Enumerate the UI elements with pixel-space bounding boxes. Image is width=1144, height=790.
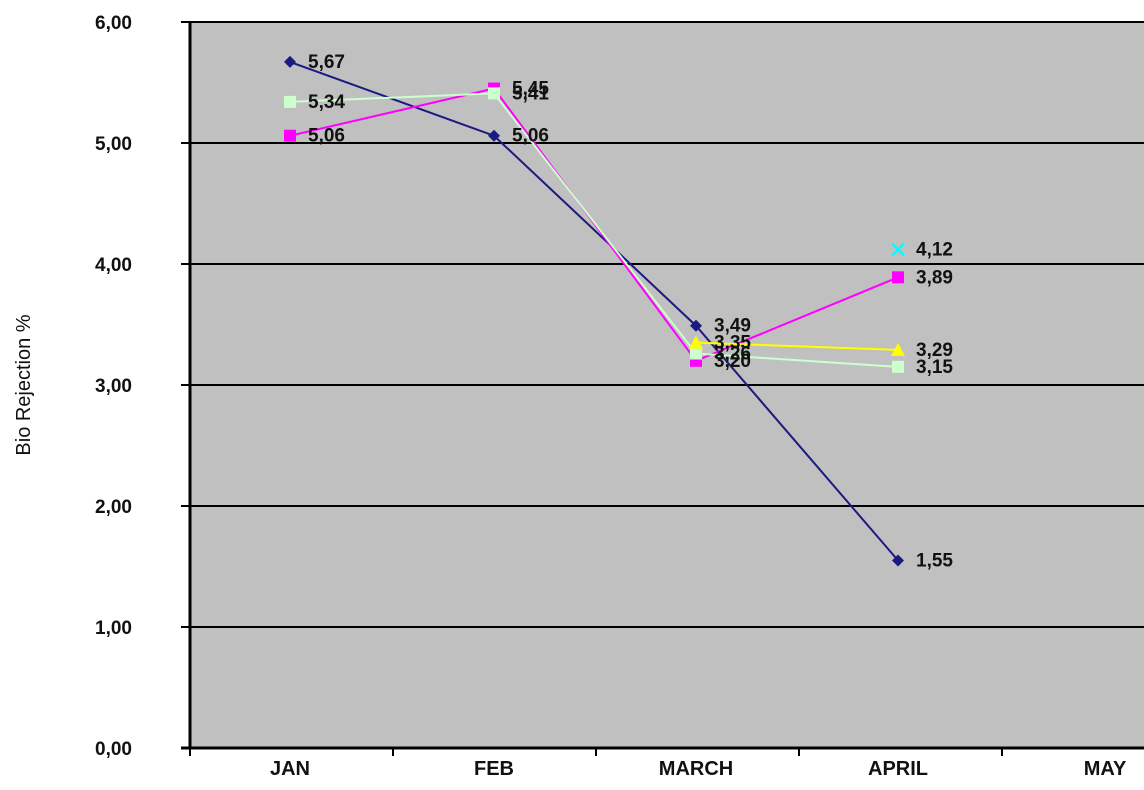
point-marker — [488, 87, 500, 100]
data-label: 5,06 — [512, 126, 549, 147]
point-marker — [284, 55, 296, 68]
point-marker — [892, 554, 904, 567]
y-tick-label: 2,00 — [95, 497, 132, 518]
y-tick-label: 0,00 — [95, 739, 132, 760]
x-tick-label: JAN — [270, 758, 310, 780]
point-marker — [690, 347, 702, 360]
point-marker — [891, 242, 905, 257]
series — [289, 60, 899, 562]
point-marker — [892, 360, 904, 373]
data-label: 4,12 — [916, 239, 953, 260]
point-marker — [488, 129, 500, 142]
data-label: 3,89 — [916, 267, 953, 288]
data-label: 3,26 — [714, 344, 751, 365]
x-tick-label: FEB — [474, 758, 514, 780]
series-line — [289, 60, 899, 562]
y-tick-labels: 0,00 1,00 2,00 3,00 4,00 5,00 6,00 — [95, 13, 132, 760]
x-tick-label: MARCH — [659, 758, 733, 780]
data-label: 3,15 — [916, 357, 953, 378]
point-marker — [891, 342, 905, 356]
data-label: 1,55 — [916, 550, 953, 571]
y-tick-label: 4,00 — [95, 255, 132, 276]
data-label: 5,41 — [512, 83, 549, 104]
data-label: 3,35 — [714, 333, 751, 354]
data-label: 5,45 — [512, 79, 549, 100]
data-label: 5,67 — [308, 52, 345, 73]
y-tick-label: 5,00 — [95, 134, 132, 155]
gridlines — [181, 21, 1144, 749]
data-label: 5,34 — [308, 92, 345, 113]
point-marker — [892, 271, 904, 284]
data-label: 5,06 — [308, 126, 345, 147]
data-label: 3,20 — [714, 351, 751, 372]
point-marker — [284, 129, 296, 142]
y-tick-label: 3,00 — [95, 376, 132, 397]
point-marker — [689, 335, 703, 349]
series-line — [695, 341, 899, 351]
markers — [284, 55, 905, 567]
x-tick-label: APRIL — [868, 758, 928, 780]
data-labels: 5,67 5,06 3,49 1,55 5,06 5,45 3,20 3,89 5,34 5,41… — [308, 52, 953, 572]
y-axis-title: Bio Rejection % — [13, 314, 35, 455]
point-marker — [690, 319, 702, 332]
y-tick-label: 1,00 — [95, 618, 132, 639]
x-tick-label: MAY — [1084, 758, 1127, 780]
data-label: 3,49 — [714, 316, 751, 337]
point-marker — [284, 95, 296, 108]
x-tick-labels: JAN FEB MARCH APRIL MAY — [270, 758, 1127, 780]
axes — [181, 22, 1144, 756]
y-tick-label: 6,00 — [95, 13, 132, 34]
data-label: 3,29 — [916, 340, 953, 361]
series-line — [289, 92, 899, 368]
